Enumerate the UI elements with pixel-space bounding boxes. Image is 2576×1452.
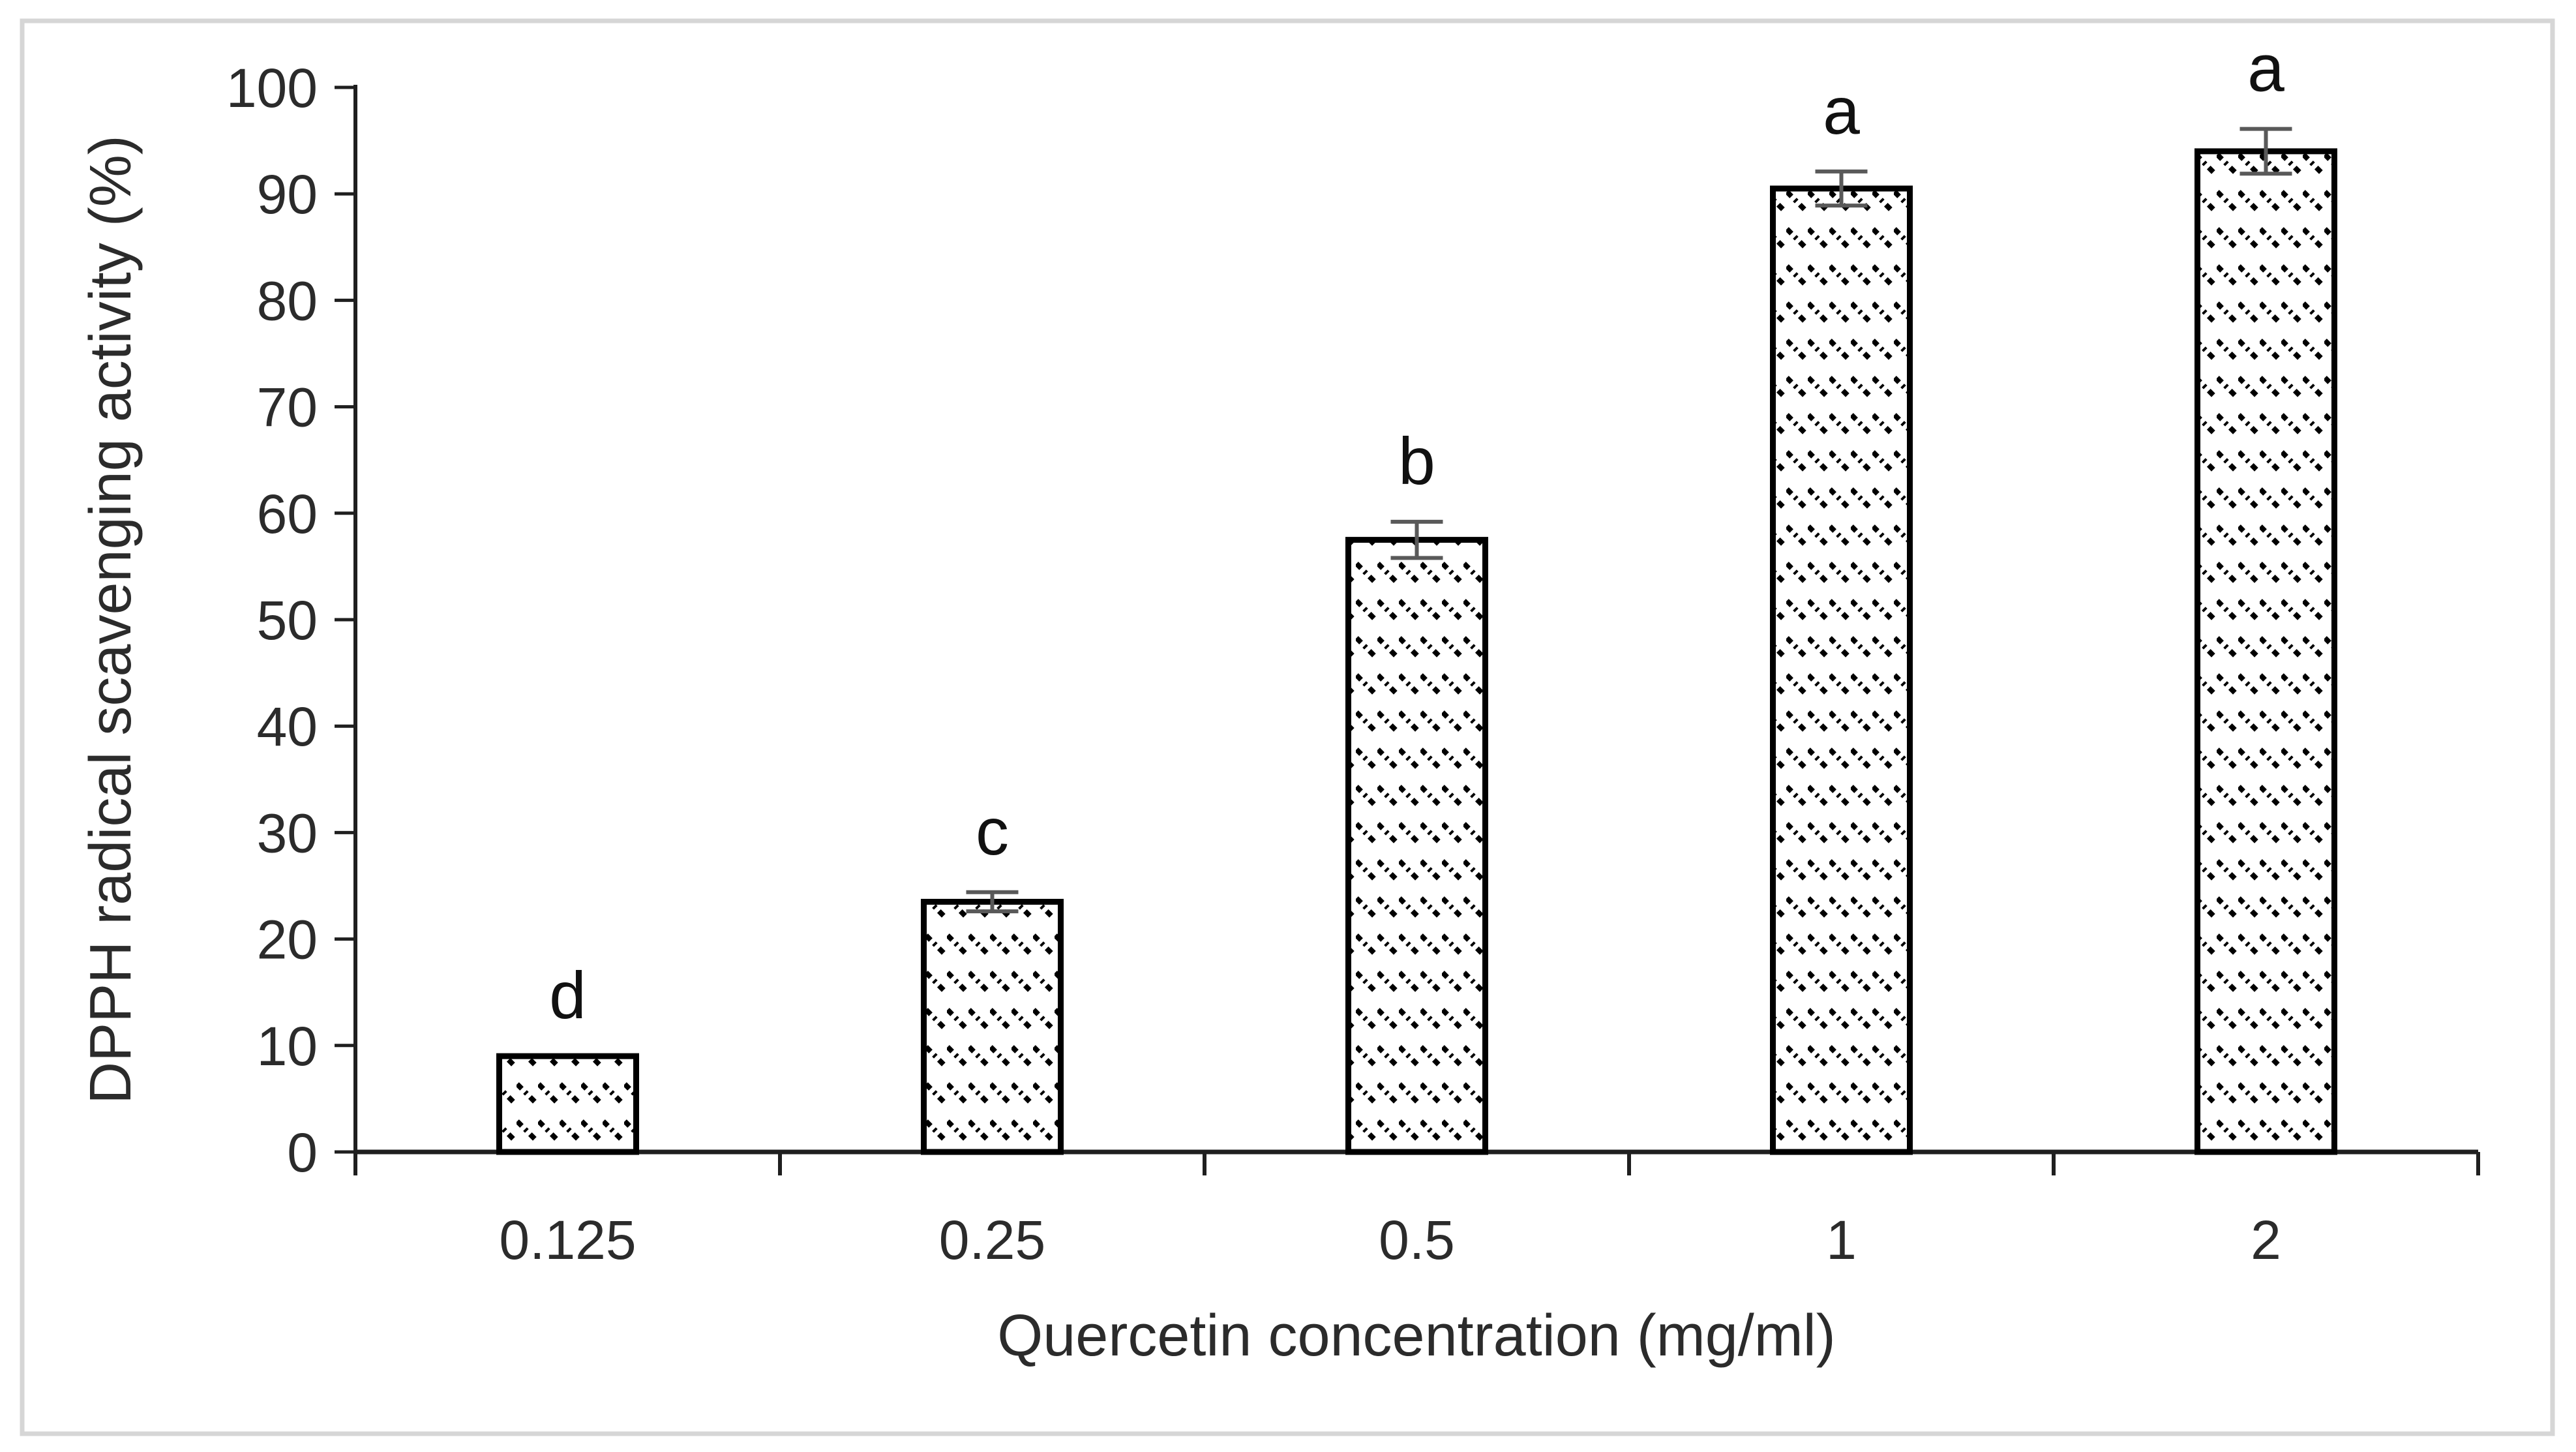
plot-area: 0 10 20 30 40 50 60 70 80 90 100 d 0.125 c 0.25 b 0.5 a 1 a… xyxy=(226,31,2480,1271)
y-tick-label: 20 xyxy=(257,909,318,971)
x-axis-title: Quercetin concentration (mg/ml) xyxy=(997,1303,1836,1369)
figure-border xyxy=(20,18,2555,1436)
sig-letter: d xyxy=(549,958,586,1033)
y-tick-label: 10 xyxy=(257,1016,318,1077)
y-tick-label: 60 xyxy=(257,483,318,545)
sig-letter: a xyxy=(1823,74,1860,148)
bar-0.125 xyxy=(496,1053,639,1155)
bar-0.5 xyxy=(1345,537,1488,1155)
x-tick-label: 2 xyxy=(2251,1209,2281,1271)
sig-letter: b xyxy=(1398,424,1435,498)
x-tick-label: 0.25 xyxy=(939,1209,1046,1271)
x-tick-label: 0.125 xyxy=(499,1209,636,1271)
y-tick-label: 80 xyxy=(257,270,318,331)
y-tick-label: 30 xyxy=(257,802,318,864)
bar-0.25 xyxy=(921,898,1064,1155)
x-tick-label: 1 xyxy=(1826,1209,1857,1271)
sig-letter: c xyxy=(976,794,1009,869)
sig-letter: a xyxy=(2247,31,2284,106)
bar-2 xyxy=(2194,148,2337,1155)
y-tick-label: 0 xyxy=(287,1122,318,1183)
y-tick-label: 70 xyxy=(257,377,318,438)
y-tick-label: 90 xyxy=(257,164,318,225)
y-tick-label: 50 xyxy=(257,590,318,651)
x-tick-label: 0.5 xyxy=(1379,1209,1455,1271)
y-axis-title: DPPH radical scavenging activity (%) xyxy=(78,135,143,1104)
bar-1 xyxy=(1770,185,1913,1155)
y-tick-label: 40 xyxy=(257,696,318,757)
y-tick-label: 100 xyxy=(226,57,318,119)
